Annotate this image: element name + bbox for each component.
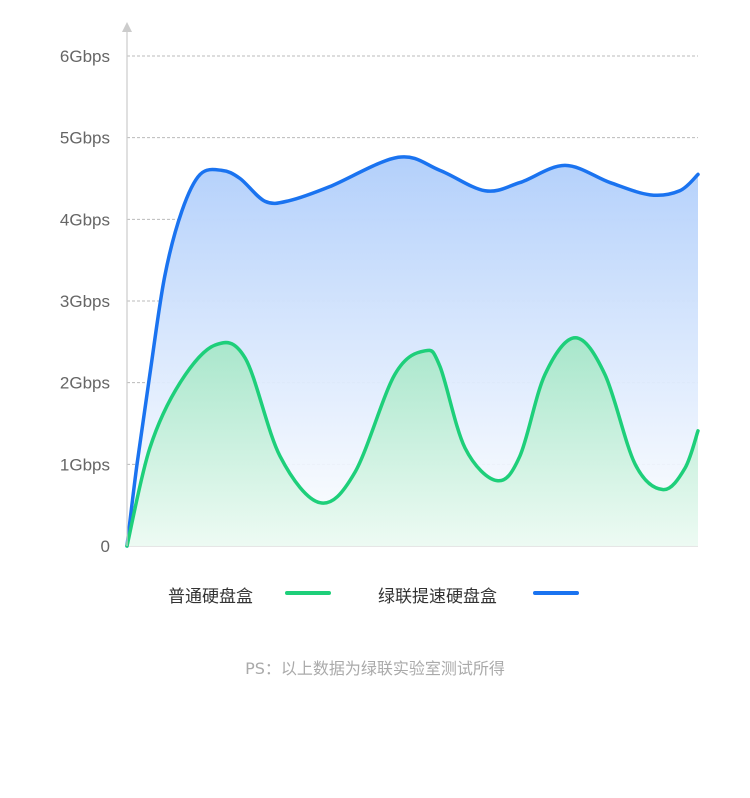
footnote: PS：以上数据为绿联实验室测试所得 xyxy=(245,659,505,678)
y-tick-label: 2Gbps xyxy=(60,374,110,393)
y-tick-label: 6Gbps xyxy=(60,47,110,66)
legend-swatch-ugreen xyxy=(533,591,579,595)
y-tick-label: 4Gbps xyxy=(60,210,110,229)
line-ugreen xyxy=(125,155,700,548)
y-tick-label: 1Gbps xyxy=(60,455,110,474)
area-normal xyxy=(127,337,698,546)
legend-swatch-normal xyxy=(285,591,331,595)
legend-label-ugreen: 绿联提速硬盘盒 xyxy=(378,587,497,607)
line-normal xyxy=(125,336,700,548)
legend-label-normal: 普通硬盘盒 xyxy=(168,587,253,607)
y-axis-arrow-icon xyxy=(122,22,132,32)
y-tick-label: 3Gbps xyxy=(60,292,110,311)
y-tick-label: 0 xyxy=(101,537,110,556)
y-tick-label: 5Gbps xyxy=(60,129,110,148)
